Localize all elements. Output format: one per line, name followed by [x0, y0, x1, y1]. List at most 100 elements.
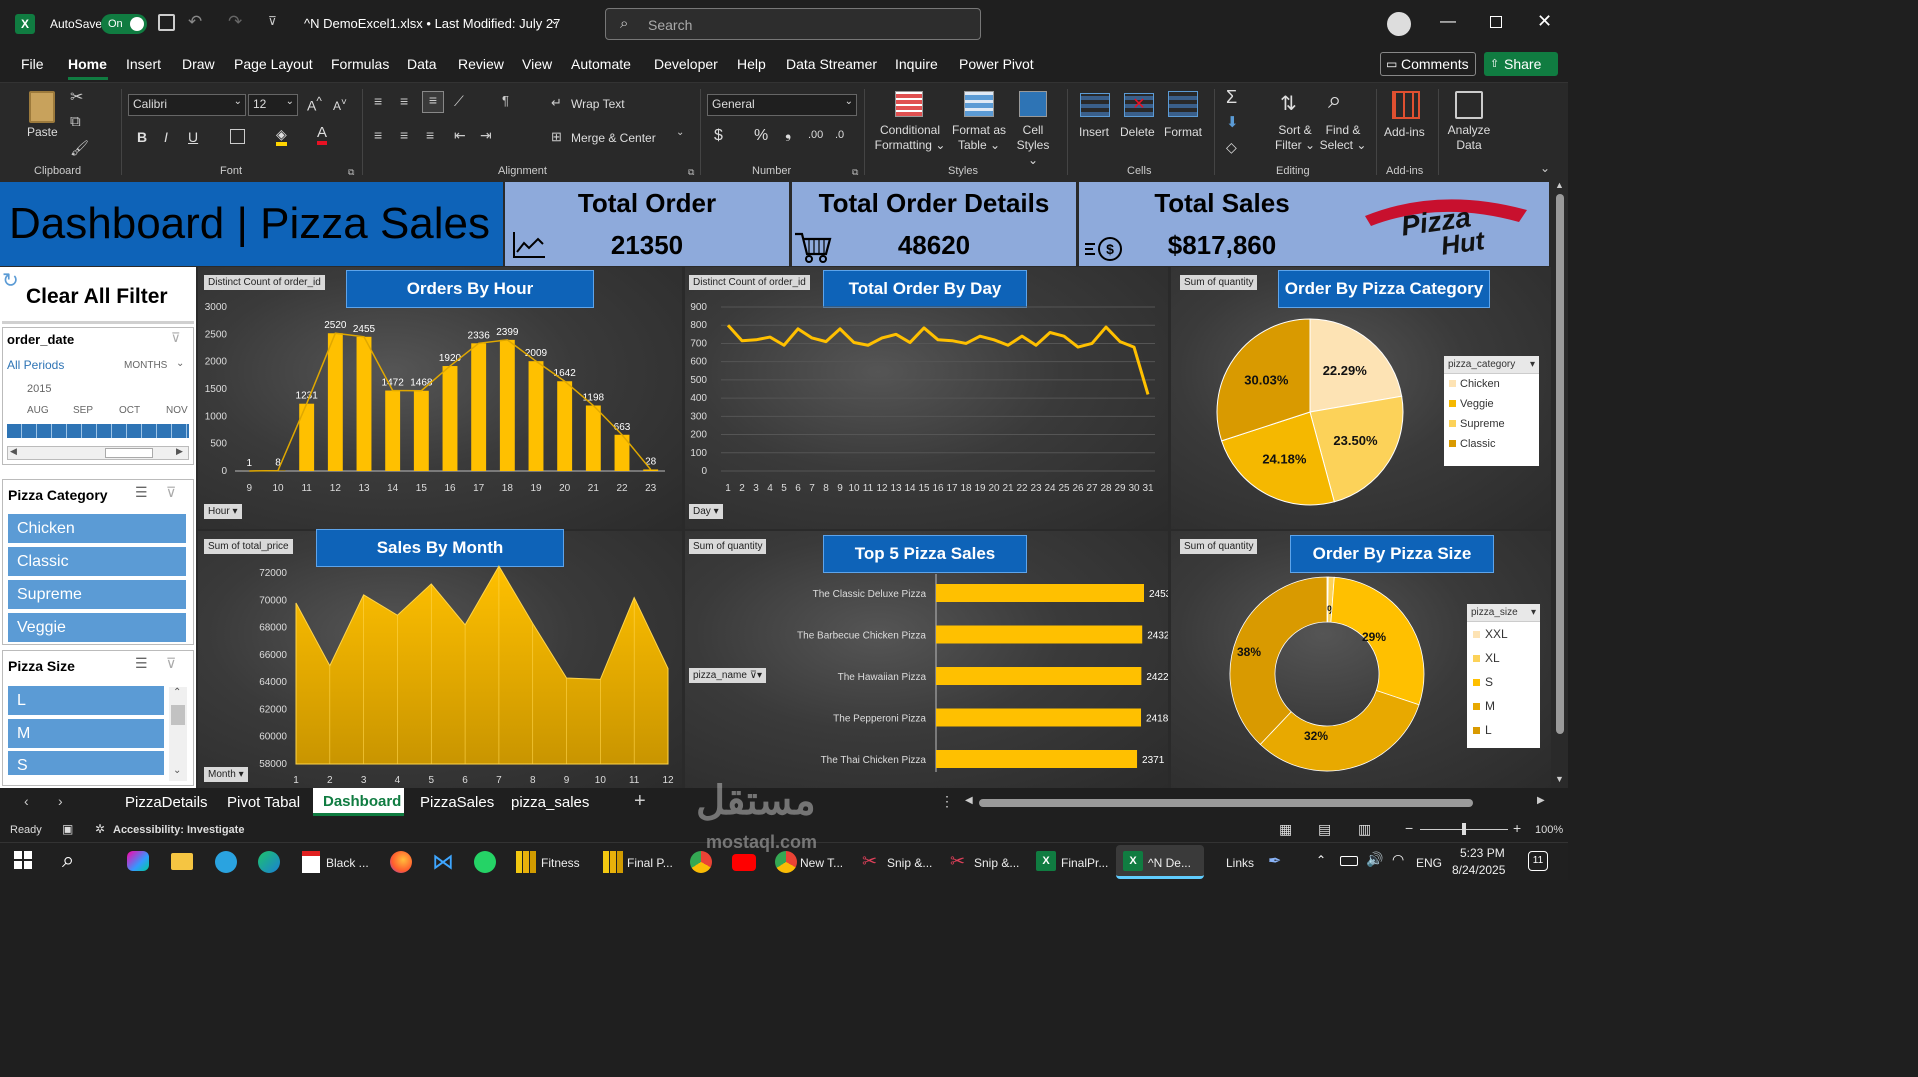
taskbar-links[interactable]: Links	[1226, 856, 1255, 870]
conditional-formatting-icon[interactable]	[895, 91, 923, 117]
vscode-icon[interactable]: ⋈	[432, 849, 454, 874]
whatsapp-icon[interactable]	[474, 851, 496, 873]
field-chip[interactable]: Sum of quantity	[1180, 539, 1258, 554]
youtube-icon[interactable]	[732, 854, 756, 871]
legend-item[interactable]: Chicken	[1444, 374, 1539, 394]
search-icon[interactable]: ⌕	[62, 847, 75, 872]
clear-filter-icon[interactable]: ⊽	[171, 330, 181, 345]
scroll-right-icon[interactable]: ▶	[1537, 795, 1545, 806]
menu-data[interactable]: Data	[407, 56, 437, 72]
scroll-thumb[interactable]	[105, 448, 153, 458]
addins-icon[interactable]	[1392, 91, 1420, 119]
minimize-icon[interactable]: —	[1440, 13, 1456, 30]
sales-by-month-chart[interactable]: 58000 60000 62000 64000 66000 68000 70000 72000…	[198, 560, 682, 788]
field-chip[interactable]: Sum of total_price	[204, 539, 293, 554]
cut-icon[interactable]: ✂	[70, 89, 84, 106]
normal-view-icon[interactable]: ▦	[1279, 821, 1293, 837]
page-layout-view-icon[interactable]: ▤	[1318, 821, 1332, 837]
field-chip[interactable]: Sum of quantity	[1180, 275, 1258, 290]
legend-item[interactable]: Classic	[1444, 434, 1539, 454]
language-indicator[interactable]: ENG	[1416, 856, 1443, 870]
align-center-icon[interactable]: ≡	[400, 127, 409, 143]
increase-decimal-icon[interactable]: .00	[808, 129, 824, 141]
scroll-left-icon[interactable]: ◀	[10, 446, 17, 456]
menu-draw[interactable]: Draw	[182, 56, 215, 72]
dialog-launcher-icon[interactable]: ⧉	[348, 167, 355, 177]
battery-icon[interactable]	[1340, 856, 1358, 866]
active-app-highlight[interactable]	[1116, 845, 1204, 879]
addins-button[interactable]: Add-ins	[1384, 125, 1425, 139]
cell-styles-button[interactable]: Cell Styles ⌄	[1016, 123, 1050, 167]
field-chip[interactable]: Sum of quantity	[689, 539, 767, 554]
zoom-in-icon[interactable]: +	[1513, 820, 1522, 836]
comments-button[interactable]: ▭ Comments	[1380, 52, 1476, 76]
sort-filter-button[interactable]: Sort & Filter ⌄	[1274, 123, 1316, 152]
edge-icon[interactable]	[258, 851, 280, 873]
category-pie-chart[interactable]: 22.29% 23.50% 24.18% 30.03%	[1200, 305, 1420, 520]
wrap-text-button[interactable]: Wrap Text	[571, 97, 625, 111]
merge-center-button[interactable]: Merge & Center	[571, 131, 656, 145]
tab-pivot-tabal[interactable]: Pivot Tabal	[227, 794, 301, 811]
taskbar-app-label[interactable]: New T...	[800, 856, 844, 870]
search-box[interactable]: ⌕ Search	[605, 8, 981, 40]
chevron-down-icon[interactable]: ⌄	[676, 127, 685, 138]
slicer-item-l[interactable]: L	[8, 686, 164, 715]
taskbar-app-label[interactable]: Fitness	[541, 856, 580, 870]
slicer-item-classic[interactable]: Classic	[8, 547, 186, 576]
tab-pizzadetails[interactable]: PizzaDetails	[125, 794, 208, 811]
scroll-thumb[interactable]	[171, 705, 185, 725]
powerbi-icon[interactable]	[516, 851, 536, 873]
snipping-tool-icon[interactable]: ✂	[862, 851, 878, 871]
accessibility-status[interactable]: Accessibility: Investigate	[113, 824, 245, 836]
timeline-bar[interactable]	[7, 424, 189, 438]
zoom-slider[interactable]	[1420, 823, 1508, 835]
legend-item[interactable]: L	[1467, 718, 1540, 742]
save-icon[interactable]	[158, 14, 175, 31]
legend-item[interactable]: Veggie	[1444, 394, 1539, 414]
file-title[interactable]: ^N DemoExcel1.xlsx • Last Modified: July…	[304, 16, 561, 31]
paste-button[interactable]: Paste	[27, 125, 58, 139]
chevron-down-icon[interactable]: ⌄	[550, 15, 560, 27]
format-painter-icon[interactable]: 🖌	[70, 140, 90, 157]
multi-select-icon[interactable]: ☰	[135, 655, 148, 671]
copilot-icon[interactable]	[127, 851, 149, 871]
horizontal-scrollbar[interactable]: ◀ ▶	[965, 795, 1550, 810]
tab-dashboard[interactable]: Dashboard	[313, 788, 404, 816]
align-right-icon[interactable]: ≡	[426, 127, 435, 143]
top5-bar-chart[interactable]: The Classic Deluxe Pizza 2453 The Barbecue…	[685, 570, 1168, 780]
format-as-table-icon[interactable]	[964, 91, 994, 117]
font-color-icon[interactable]: A	[317, 125, 328, 145]
menu-insert[interactable]: Insert	[126, 56, 162, 72]
percent-icon[interactable]: %	[754, 127, 769, 144]
scroll-thumb[interactable]	[1556, 194, 1564, 734]
zoom-out-icon[interactable]: −	[1405, 820, 1414, 836]
sort-filter-icon[interactable]: ⇅	[1280, 93, 1297, 115]
clock-time[interactable]: 5:23 PM	[1460, 846, 1505, 860]
analyze-data-button[interactable]: Analyze Data	[1446, 123, 1492, 153]
telegram-icon[interactable]	[215, 851, 237, 873]
add-sheet-icon[interactable]: +	[634, 790, 646, 812]
firefox-icon[interactable]	[390, 851, 412, 873]
slicer-item-s[interactable]: S	[8, 751, 164, 775]
legend-item[interactable]: XXL	[1467, 622, 1540, 646]
delete-cells-icon[interactable]: ✕	[1124, 93, 1154, 117]
slicer-scrollbar[interactable]: ⌃ ⌄	[169, 687, 187, 781]
chrome-icon[interactable]	[690, 851, 712, 873]
insert-cells-icon[interactable]	[1080, 93, 1110, 117]
decrease-indent-icon[interactable]: ⇤	[454, 127, 466, 143]
legend-item[interactable]: Supreme	[1444, 414, 1539, 434]
windows-start-icon[interactable]	[14, 851, 32, 869]
bold-icon[interactable]: B	[137, 129, 148, 145]
excel-icon[interactable]: X	[1123, 851, 1143, 871]
format-as-table-button[interactable]: Format as Table ⌄	[951, 123, 1006, 152]
zoom-thumb[interactable]	[1462, 823, 1466, 835]
axis-field-chip[interactable]: Hour ▾	[204, 504, 242, 519]
menu-data-streamer[interactable]: Data Streamer	[786, 56, 878, 72]
menu-file[interactable]: File	[21, 56, 44, 72]
fill-icon[interactable]: ⬇	[1226, 114, 1239, 131]
underline-icon[interactable]: U	[188, 129, 199, 145]
clock-date[interactable]: 8/24/2025	[1452, 863, 1506, 877]
orientation-icon[interactable]: ⟋	[454, 93, 464, 109]
clear-filter-icon[interactable]: ⊽	[166, 484, 177, 500]
powerbi-icon[interactable]	[603, 851, 623, 873]
